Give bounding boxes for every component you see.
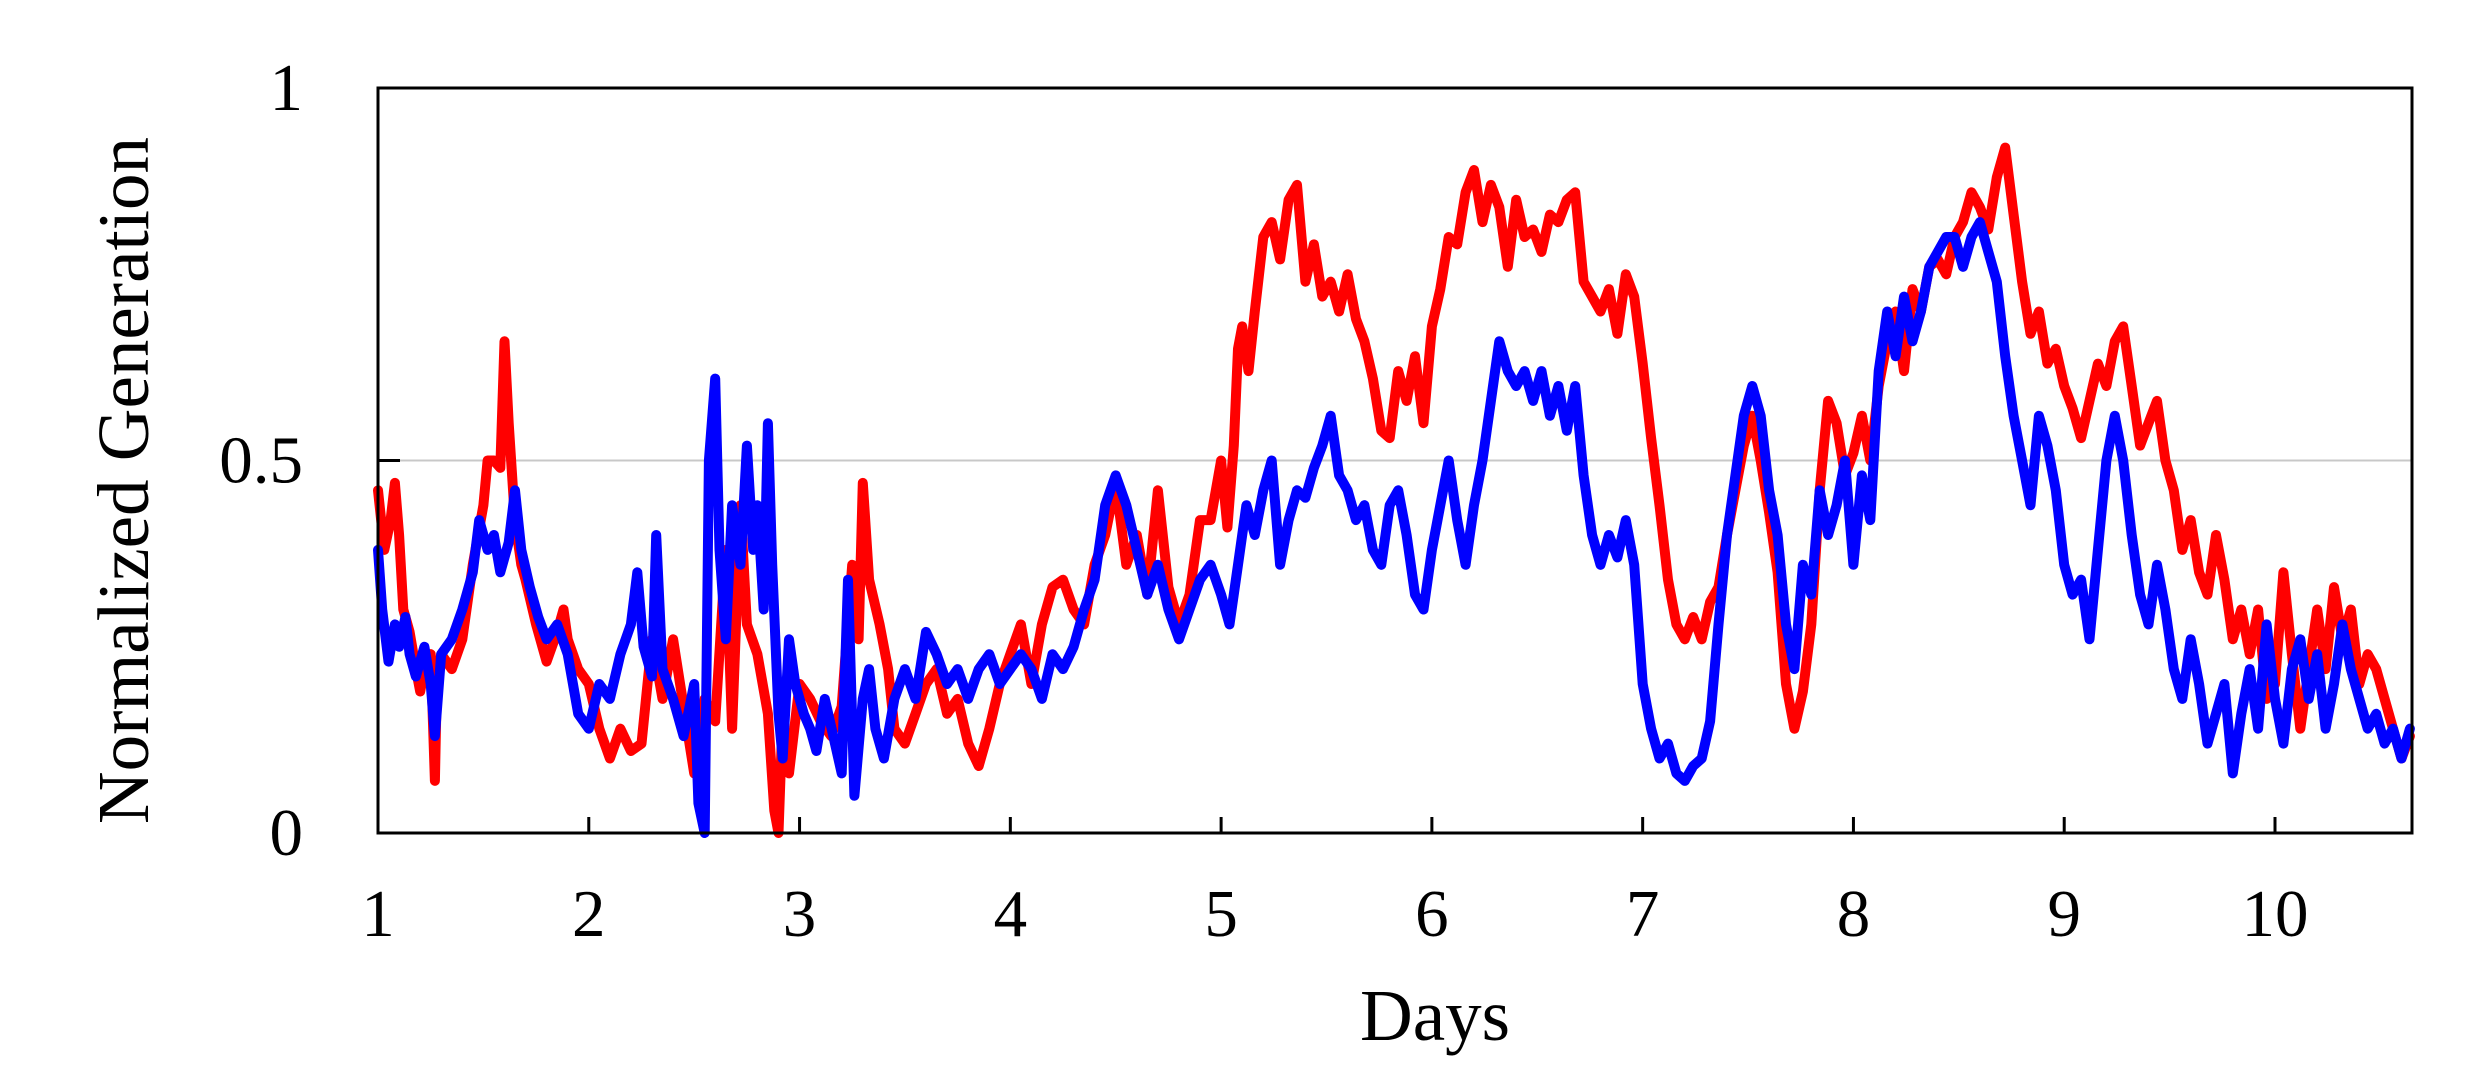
x-tick-label: 8	[1837, 877, 1871, 951]
x-tick-label: 10	[2241, 877, 2308, 951]
ticks-layer: 1 2 3 4 5 6 7 8 9 10 0 0.5 1	[219, 51, 2308, 951]
series-line-1	[373, 142, 2415, 838]
y-tick-label: 0.5	[219, 424, 303, 498]
x-tick-label: 9	[2047, 877, 2081, 951]
x-axis-title: Days	[1360, 975, 1510, 1056]
series-line-2	[373, 217, 2415, 838]
series-layer	[373, 142, 2415, 838]
x-tick-label: 4	[994, 877, 1028, 951]
x-tick-label: 3	[783, 877, 817, 951]
y-tick-label: 0	[270, 796, 304, 870]
y-axis-title: Normalized Generation	[83, 137, 164, 824]
x-tick-label: 7	[1626, 877, 1660, 951]
x-tick-label: 1	[361, 877, 395, 951]
x-tick-label: 5	[1204, 877, 1238, 951]
x-tick-label: 2	[572, 877, 606, 951]
y-tick-label: 1	[270, 51, 304, 125]
x-tick-label: 6	[1415, 877, 1449, 951]
